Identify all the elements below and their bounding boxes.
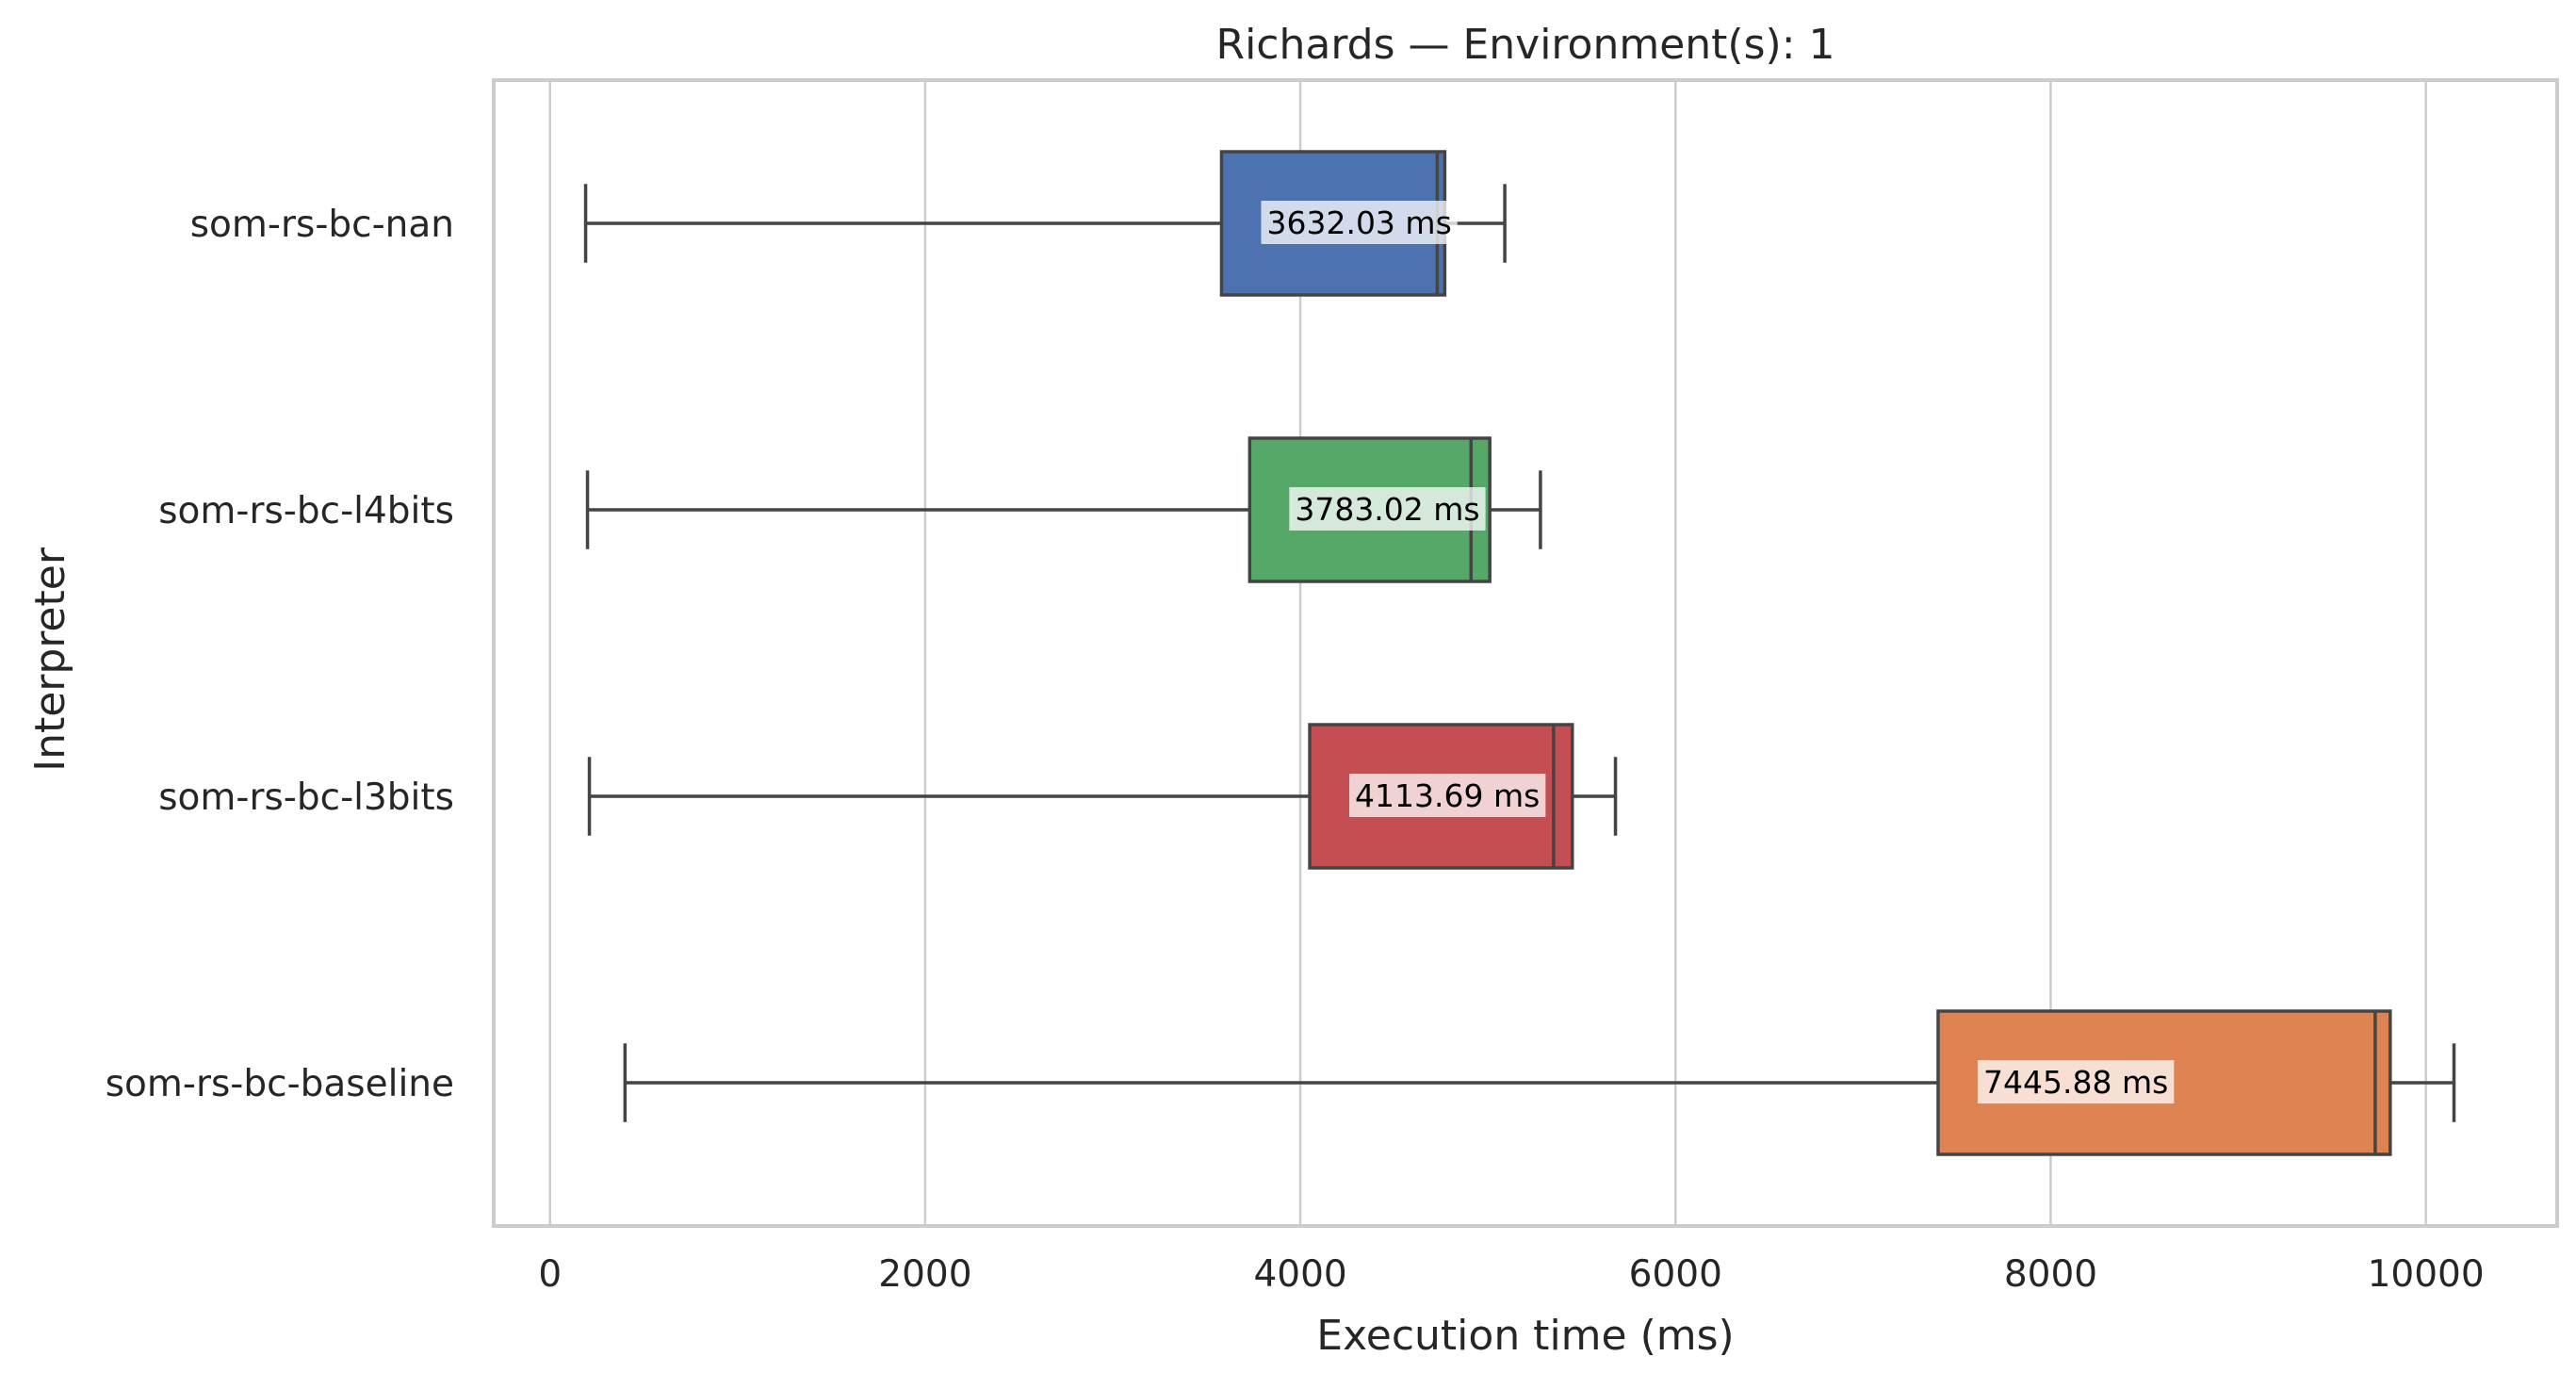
mean-label-background (1978, 1060, 2175, 1103)
y-category-label: som-rs-bc-baseline (106, 1063, 454, 1105)
y-axis-label: Interpreter (26, 547, 74, 772)
mean-label: 3783.02 ms (1295, 491, 1479, 528)
x-axis-ticks: 0 2000 4000 6000 8000 10000 (538, 1253, 2484, 1296)
mean-label: 3632.03 ms (1266, 204, 1451, 241)
x-axis-label: Execution time (ms) (1316, 1312, 1734, 1360)
box-som-rs-bc-nan: 3632.03 ms (583, 150, 1507, 297)
plot-frame (492, 78, 2559, 1228)
box-som-rs-bc-l3bits: 4113.69 ms (587, 723, 1618, 870)
chart-title: Richards — Environment(s): 1 (1216, 21, 1835, 69)
y-category-label: som-rs-bc-l4bits (158, 490, 454, 532)
y-axis-categories: som-rs-bc-nan som-rs-bc-l4bits som-rs-bc-l… (106, 204, 454, 1105)
y-category-label: som-rs-bc-nan (190, 204, 454, 246)
box-som-rs-bc-l4bits: 3783.02 ms (585, 436, 1542, 583)
x-tick-label: 2000 (878, 1253, 971, 1296)
mean-label-background (1349, 774, 1546, 817)
x-tick-label: 4000 (1253, 1253, 1346, 1296)
x-tick-label: 0 (538, 1253, 562, 1296)
box-som-rs-bc-baseline: 7445.88 ms (623, 1009, 2456, 1156)
x-tick-label: 6000 (1629, 1253, 1722, 1296)
box-series: 3632.03 ms 3783.02 ms 4113.69 ms 7445.88 ms (583, 150, 2456, 1156)
mean-label: 7445.88 ms (1983, 1064, 2168, 1101)
mean-label: 4113.69 ms (1355, 777, 1540, 814)
x-tick-label: 10000 (2368, 1253, 2485, 1296)
mean-label-background (1289, 487, 1486, 531)
x-tick-label: 8000 (2004, 1253, 2097, 1296)
mean-label-background (1261, 201, 1458, 244)
y-category-label: som-rs-bc-l3bits (158, 776, 454, 819)
